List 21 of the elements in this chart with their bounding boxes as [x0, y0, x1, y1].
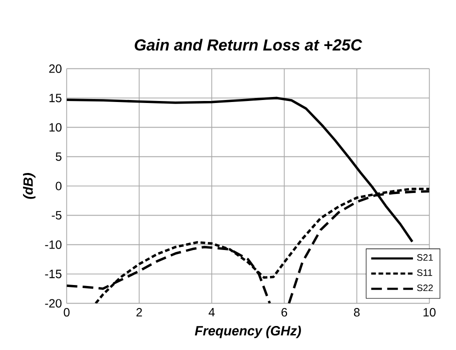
y-tick-label: -10	[45, 240, 62, 249]
y-tick-label: 0	[56, 182, 62, 190]
y-tick-label: 15	[50, 94, 62, 102]
legend-label: S21	[417, 254, 433, 261]
y-tick-label: 10	[50, 123, 62, 132]
x-tick-label: 10	[424, 308, 436, 317]
y-tick-label: 5	[56, 152, 62, 161]
x-tick-label: 6	[282, 308, 288, 317]
y-tick-label: -20	[45, 299, 62, 308]
y-tick-label: 20	[49, 64, 62, 73]
legend-label: S11	[417, 269, 432, 276]
chart-title: Gain and Return Loss at +25C	[134, 38, 362, 51]
legend-label: S22	[417, 284, 433, 292]
x-tick-label: 2	[136, 308, 142, 316]
y-tick-label: -15	[45, 270, 62, 278]
x-tick-label: 8	[354, 308, 360, 317]
x-tick-label: 4	[208, 308, 215, 316]
y-tick-label: -5	[52, 211, 62, 220]
x-tick-label: 0	[64, 308, 70, 317]
y-axis-title: (dB)	[23, 173, 36, 199]
x-axis-title: Frequency (GHz)	[194, 326, 301, 338]
